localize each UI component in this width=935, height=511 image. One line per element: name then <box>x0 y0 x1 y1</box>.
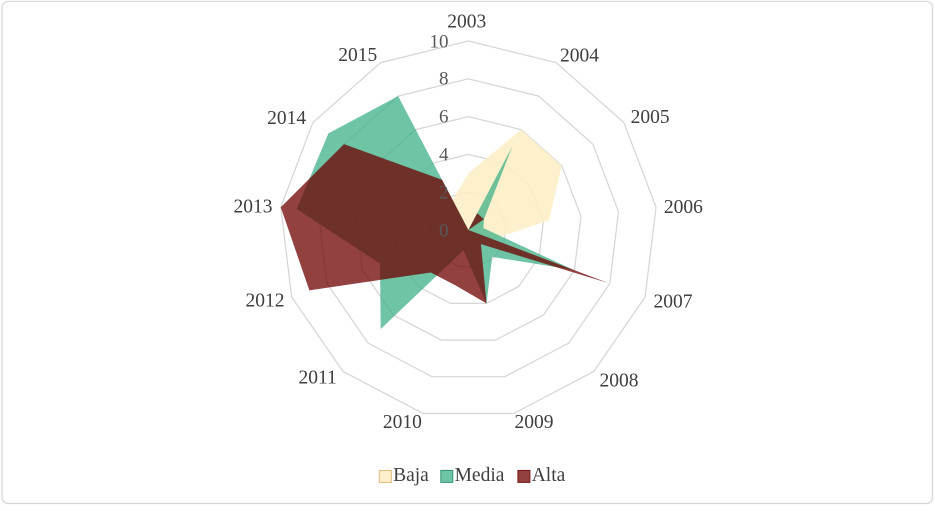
svg-text:Media: Media <box>455 465 505 486</box>
svg-text:2012: 2012 <box>246 290 285 311</box>
svg-text:2014: 2014 <box>267 108 306 129</box>
svg-text:2007: 2007 <box>654 292 693 313</box>
svg-text:2005: 2005 <box>631 107 670 128</box>
svg-text:2009: 2009 <box>515 412 554 433</box>
svg-text:2013: 2013 <box>234 197 273 218</box>
svg-text:10: 10 <box>430 32 449 53</box>
svg-text:Baja: Baja <box>393 465 429 486</box>
svg-text:Alta: Alta <box>532 465 566 486</box>
svg-text:2006: 2006 <box>664 197 703 218</box>
svg-text:0: 0 <box>439 220 449 241</box>
svg-text:2015: 2015 <box>338 45 377 66</box>
svg-text:8: 8 <box>439 69 449 90</box>
svg-text:6: 6 <box>439 107 449 128</box>
svg-text:2011: 2011 <box>298 368 336 389</box>
svg-text:2: 2 <box>439 183 449 204</box>
svg-text:2003: 2003 <box>447 12 486 33</box>
svg-text:2008: 2008 <box>600 371 639 392</box>
svg-text:4: 4 <box>439 144 449 165</box>
svg-text:2010: 2010 <box>383 412 422 433</box>
svg-text:2004: 2004 <box>560 46 599 67</box>
